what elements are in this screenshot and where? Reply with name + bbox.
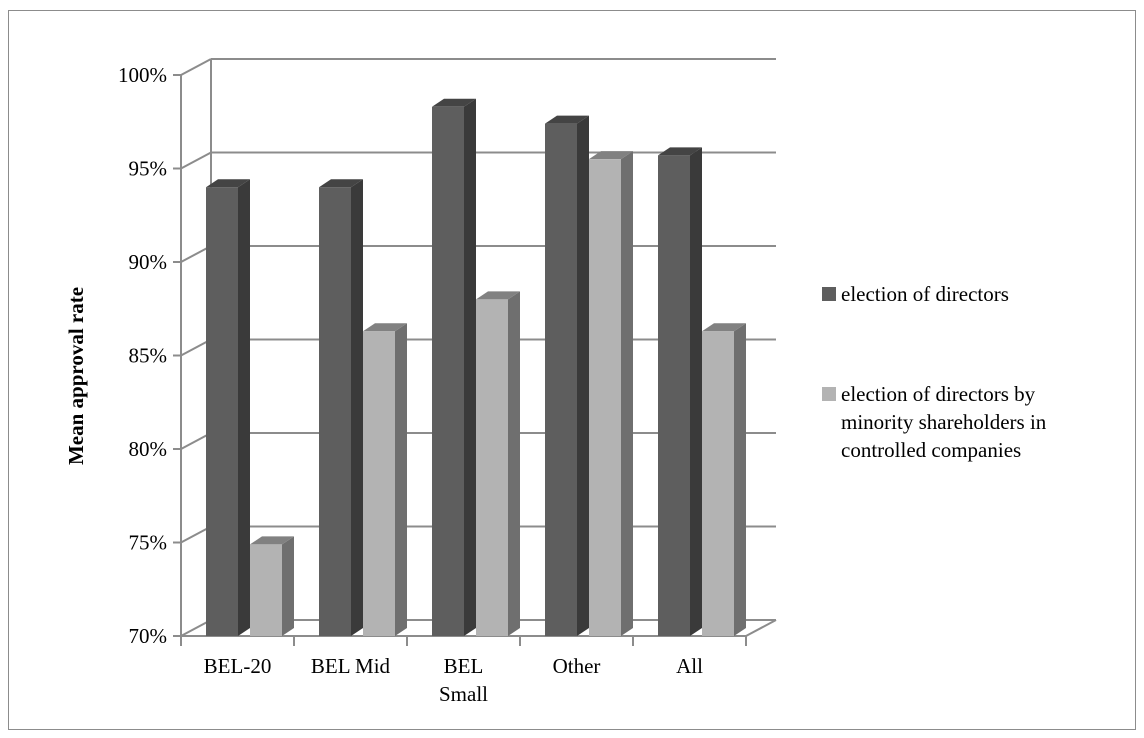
y-tick-label: 100%: [118, 63, 167, 87]
bar-top: [206, 179, 250, 188]
bar: [702, 323, 746, 636]
legend-entry: election of directors: [822, 282, 1009, 306]
bar-side: [508, 291, 520, 636]
bar-front: [545, 123, 577, 637]
bar-front: [206, 187, 238, 636]
bar-top: [250, 536, 294, 545]
x-tick-label: Other: [553, 654, 601, 678]
legend: election of directors election of directo…: [822, 282, 1047, 462]
y-tick-label: 90%: [129, 250, 168, 274]
bar-side: [351, 179, 363, 636]
legend-entry: election of directors by minority shareho…: [822, 382, 1047, 462]
bar-top: [658, 147, 702, 156]
bar: [476, 291, 520, 636]
x-tick-label: BEL Small: [439, 654, 488, 706]
bar-front: [476, 299, 508, 636]
label-layer: 70% 75% 80% 85% 90% 95% 100% BEL-20 BEL Mid BEL Sm…: [118, 63, 703, 706]
y-tick-label: 85%: [129, 344, 168, 368]
bar: [589, 151, 633, 636]
bar-front: [702, 331, 734, 636]
y-tick-label: 75%: [129, 531, 168, 555]
bar-side: [621, 151, 633, 636]
bar-front: [250, 544, 282, 636]
bar-layer: [206, 98, 746, 637]
x-tick-label: BEL-20: [204, 654, 272, 678]
x-tick-label: All: [676, 654, 703, 678]
bar: [250, 536, 294, 636]
y-tick-label: 80%: [129, 437, 168, 461]
bar-side: [577, 115, 589, 637]
bar-front: [432, 106, 464, 637]
bar-top: [702, 323, 746, 332]
chart-frame: 70% 75% 80% 85% 90% 95% 100% BEL-20 BEL Mid BEL Sm…: [8, 10, 1136, 730]
bar-top: [319, 179, 363, 188]
gridline-diagonal: [180, 58, 212, 76]
y-tick-label: 95%: [129, 157, 168, 181]
bar: [206, 179, 250, 636]
bar-top: [363, 323, 407, 332]
bar-front: [319, 187, 351, 636]
y-axis-title: Mean approval rate: [64, 287, 88, 465]
bar: [658, 147, 702, 636]
bar-chart: 70% 75% 80% 85% 90% 95% 100% BEL-20 BEL Mid BEL Sm…: [64, 58, 1047, 706]
bar: [363, 323, 407, 636]
bar: [545, 115, 589, 637]
legend-label: election of directors by minority shareho…: [841, 382, 1047, 462]
bar-side: [238, 179, 250, 636]
bar-top: [476, 291, 520, 300]
bar-side: [464, 98, 476, 637]
floor-right-edge: [745, 619, 777, 637]
y-tick-label: 70%: [129, 624, 168, 648]
bar: [319, 179, 363, 636]
legend-label: election of directors: [841, 282, 1009, 306]
bar: [432, 98, 476, 637]
legend-swatch: [822, 287, 836, 301]
bar-side: [282, 536, 294, 636]
bar-side: [690, 147, 702, 636]
bar-side: [395, 323, 407, 636]
bar-top: [432, 98, 476, 107]
bar-front: [363, 331, 395, 636]
x-tick-label: BEL Mid: [311, 654, 391, 678]
bar-front: [658, 155, 690, 636]
legend-swatch: [822, 387, 836, 401]
bar-top: [545, 115, 589, 124]
bar-side: [734, 323, 746, 636]
gridline-diagonal: [180, 151, 212, 170]
bar-front: [589, 159, 621, 636]
bar-top: [589, 151, 633, 160]
